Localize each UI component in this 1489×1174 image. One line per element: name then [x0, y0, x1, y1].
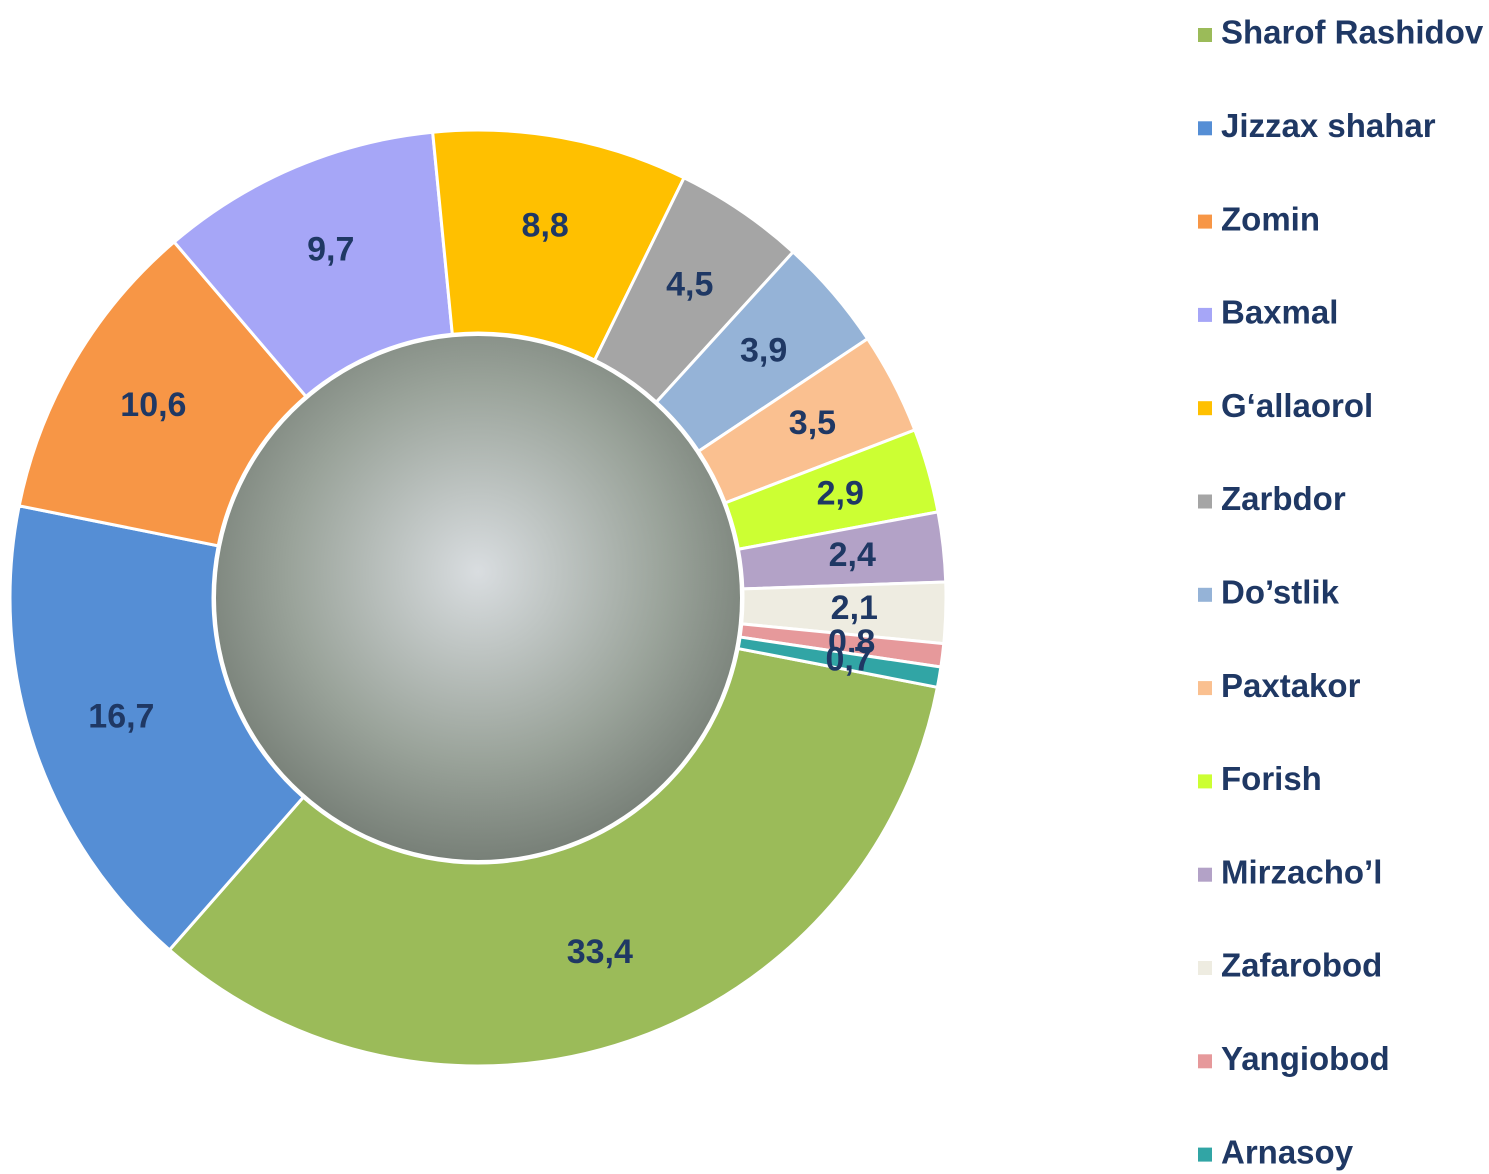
legend-label: Baxmal — [1221, 294, 1338, 331]
legend-label: Paxtakor — [1221, 667, 1361, 704]
legend-label: Zafarobod — [1221, 947, 1382, 984]
data-label: 3,9 — [740, 332, 787, 370]
legend-swatch — [1198, 774, 1212, 789]
data-label: 33,4 — [567, 933, 633, 971]
legend-label: Arnasoy — [1221, 1133, 1354, 1170]
data-label: 10,6 — [120, 386, 186, 424]
data-label: 2,1 — [831, 589, 878, 627]
data-label: 8,8 — [522, 207, 569, 245]
legend-label: Yangiobod — [1221, 1040, 1390, 1077]
legend-label: Mirzacho’l — [1221, 853, 1382, 890]
legend-label: G‘allaorol — [1221, 387, 1373, 424]
donut-segment — [8, 504, 306, 953]
legend-swatch — [1198, 121, 1212, 136]
legend-swatch — [1198, 587, 1212, 602]
legend-label: Zarbdor — [1221, 480, 1346, 517]
legend-swatch — [1198, 1147, 1212, 1162]
legend-swatch — [1198, 681, 1212, 696]
legend-swatch — [1198, 1054, 1212, 1069]
legend-label: Sharof Rashidov — [1221, 14, 1484, 51]
data-label: 9,7 — [307, 230, 354, 268]
center-photo — [216, 336, 740, 860]
data-label: 16,7 — [88, 698, 154, 736]
legend-swatch — [1198, 214, 1212, 229]
data-label: 3,5 — [789, 404, 836, 442]
data-label: 0,7 — [825, 641, 872, 679]
legend-label: Forish — [1221, 760, 1322, 797]
legend-label: Jizzax shahar — [1221, 107, 1436, 144]
legend-label: Zomin — [1221, 200, 1320, 237]
legend-swatch — [1198, 961, 1212, 975]
legend-swatch — [1198, 28, 1212, 42]
donut-segment — [736, 635, 943, 690]
legend-swatch — [1198, 494, 1212, 509]
data-label: 2,4 — [829, 536, 876, 574]
legend-swatch — [1198, 307, 1212, 322]
legend-swatch — [1198, 401, 1212, 416]
legend-swatch — [1198, 867, 1212, 882]
data-label: 4,5 — [666, 266, 713, 304]
legend-label: Do’stlik — [1221, 574, 1340, 611]
data-label: 2,9 — [817, 474, 864, 512]
donut-segment — [167, 646, 940, 1068]
